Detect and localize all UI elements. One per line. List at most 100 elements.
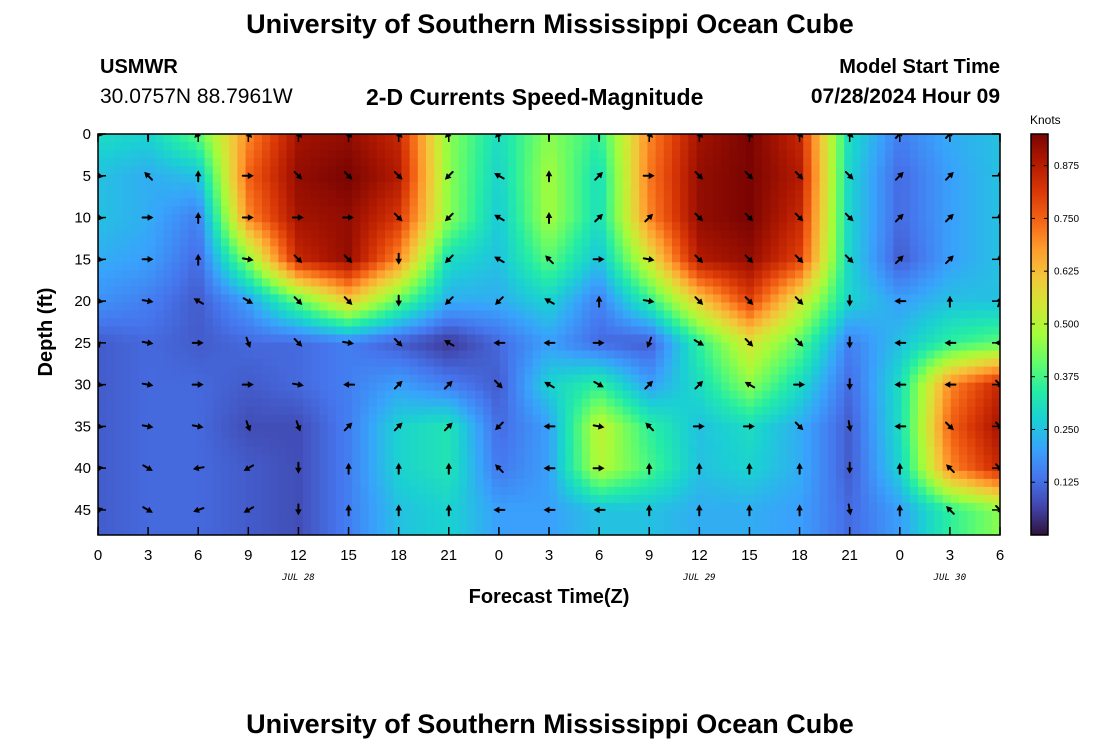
heatmap-cell	[245, 326, 255, 336]
heatmap-cell	[196, 198, 206, 207]
heatmap-cell	[647, 382, 657, 392]
heatmap-cell	[139, 462, 148, 472]
heatmap-cell	[983, 470, 993, 480]
heatmap-cell	[745, 334, 755, 344]
heatmap-cell	[130, 326, 140, 336]
heatmap-cell	[770, 382, 780, 392]
heatmap-cell	[180, 454, 189, 464]
heatmap-cell	[155, 230, 165, 239]
heatmap-cell	[836, 414, 845, 424]
heatmap-cell	[836, 350, 845, 360]
heatmap-cell	[106, 182, 115, 191]
heatmap-cell	[245, 318, 255, 328]
heatmap-cell	[909, 238, 919, 247]
heatmap-cell	[639, 222, 648, 231]
heatmap-cell	[491, 398, 501, 408]
heatmap-cell	[360, 182, 370, 191]
heatmap-cell	[286, 230, 296, 239]
heatmap-cell	[942, 414, 952, 424]
heatmap-cell	[778, 182, 788, 191]
heatmap-cell	[188, 302, 197, 312]
heatmap-cell	[909, 462, 919, 472]
heatmap-cell	[868, 398, 878, 408]
heatmap-cell	[688, 446, 698, 456]
heatmap-cell	[532, 238, 542, 247]
heatmap-cell	[704, 390, 714, 400]
heatmap-cell	[294, 494, 304, 504]
heatmap-cell	[827, 222, 837, 231]
heatmap-cell	[573, 246, 583, 255]
heatmap-cell	[934, 198, 944, 207]
heatmap-cell	[524, 414, 534, 424]
heatmap-cell	[639, 374, 648, 384]
heatmap-cell	[106, 254, 115, 263]
heatmap-cell	[532, 374, 542, 384]
heatmap-cell	[647, 406, 657, 416]
heatmap-cell	[155, 270, 165, 279]
heatmap-cell	[918, 414, 927, 424]
heatmap-cell	[737, 350, 747, 360]
heatmap-cell	[975, 230, 985, 239]
heatmap-cell	[983, 158, 993, 167]
heatmap-cell	[253, 254, 263, 263]
heatmap-cell	[770, 158, 780, 167]
heatmap-cell	[573, 462, 583, 472]
heatmap-cell	[877, 230, 886, 239]
heatmap-cell	[385, 334, 394, 344]
heatmap-cell	[631, 398, 640, 408]
heatmap-cell	[721, 478, 730, 488]
heatmap-cell	[737, 230, 747, 239]
heatmap-cell	[991, 382, 1000, 392]
heatmap-cell	[811, 406, 821, 416]
heatmap-cell	[270, 302, 279, 312]
heatmap-cell	[311, 438, 320, 448]
heatmap-cell	[975, 158, 985, 167]
heatmap-cell	[672, 230, 681, 239]
heatmap-cell	[737, 262, 747, 271]
heatmap-cell	[229, 470, 238, 480]
heatmap-cell	[778, 190, 788, 199]
heatmap-cell	[860, 214, 870, 223]
heatmap-cell	[368, 422, 378, 432]
heatmap-cell	[229, 238, 238, 247]
heatmap-cell	[811, 150, 821, 159]
heatmap-cell	[737, 326, 747, 336]
heatmap-cell	[368, 430, 378, 440]
heatmap-cell	[508, 142, 517, 151]
heatmap-cell	[901, 246, 911, 255]
heatmap-cell	[327, 334, 337, 344]
heatmap-cell	[524, 358, 534, 368]
heatmap-cell	[704, 270, 714, 279]
heatmap-cell	[262, 350, 271, 360]
heatmap-cell	[196, 230, 206, 239]
heatmap-cell	[991, 438, 1000, 448]
heatmap-cell	[139, 198, 148, 207]
heatmap-cell	[360, 422, 370, 432]
heatmap-cell	[499, 294, 509, 304]
heatmap-cell	[409, 310, 419, 320]
heatmap-cell	[221, 430, 230, 440]
heatmap-cell	[106, 438, 115, 448]
heatmap-cell	[598, 230, 607, 239]
heatmap-cell	[335, 390, 345, 400]
heatmap-cell	[508, 430, 517, 440]
heatmap-cell	[967, 422, 976, 432]
heatmap-cell	[532, 158, 542, 167]
heatmap-cell	[401, 318, 411, 328]
heatmap-cell	[860, 150, 870, 159]
heatmap-cell	[114, 294, 124, 304]
heatmap-cell	[631, 470, 640, 480]
heatmap-cell	[196, 302, 206, 312]
heatmap-cell	[950, 222, 960, 231]
heatmap-cell	[877, 414, 886, 424]
heatmap-cell	[581, 150, 591, 159]
heatmap-cell	[950, 342, 960, 352]
heatmap-cell	[565, 206, 575, 215]
heatmap-cell	[147, 270, 156, 279]
heatmap-cell	[311, 382, 320, 392]
heatmap-cell	[893, 286, 903, 295]
heatmap-cell	[877, 222, 886, 231]
heatmap-cell	[434, 350, 443, 360]
heatmap-cell	[540, 438, 550, 448]
heatmap-cell	[508, 342, 517, 352]
